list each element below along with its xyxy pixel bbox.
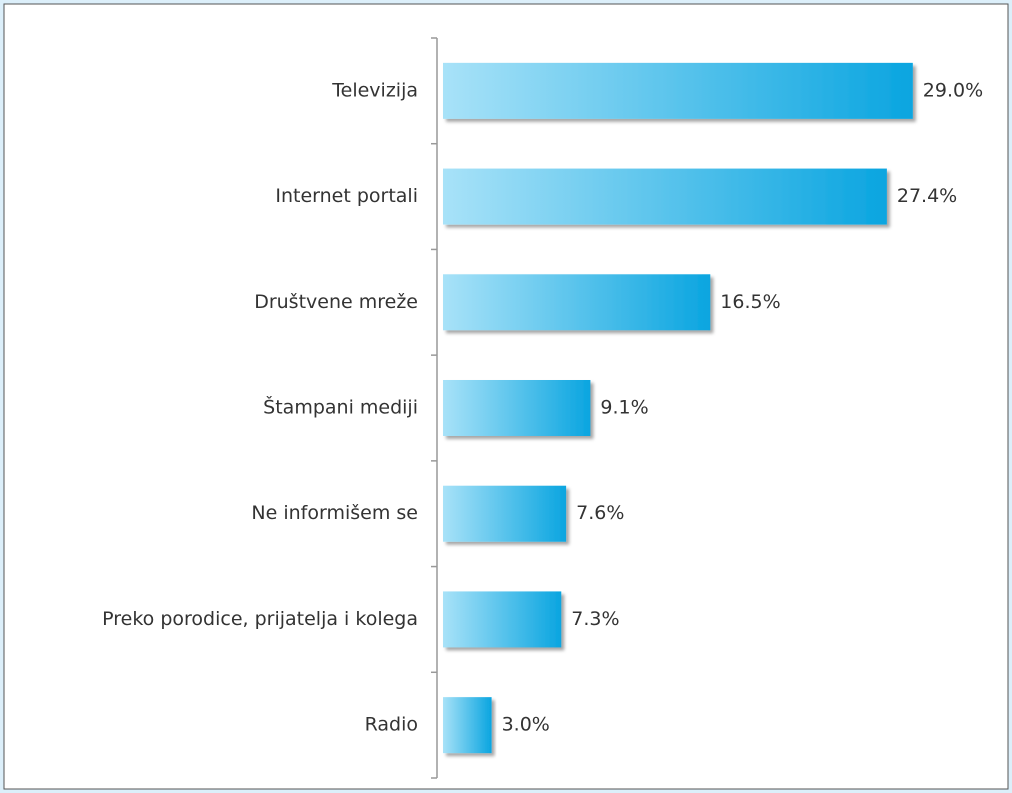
value-label: 9.1% xyxy=(600,397,648,419)
bar xyxy=(443,274,711,331)
bar xyxy=(443,591,562,648)
bar xyxy=(443,485,567,542)
bar xyxy=(443,168,887,225)
category-label: Ne informišem se xyxy=(251,502,418,524)
category-label: Štampani mediji xyxy=(263,395,418,419)
value-label: 16.5% xyxy=(720,291,780,313)
value-label: 7.3% xyxy=(571,608,619,630)
value-label: 27.4% xyxy=(897,185,957,207)
category-label: Radio xyxy=(365,714,418,736)
category-label: Internet portali xyxy=(275,185,418,207)
category-label: Društvene mreže xyxy=(254,291,418,313)
bar xyxy=(443,380,591,436)
value-label: 7.6% xyxy=(576,502,624,524)
bar xyxy=(443,62,913,119)
category-label: Preko porodice, prijatelja i kolega xyxy=(102,608,418,630)
value-label: 3.0% xyxy=(502,714,550,736)
category-label: Televizija xyxy=(331,79,418,101)
value-label: 29.0% xyxy=(923,79,983,101)
bar xyxy=(443,697,492,754)
